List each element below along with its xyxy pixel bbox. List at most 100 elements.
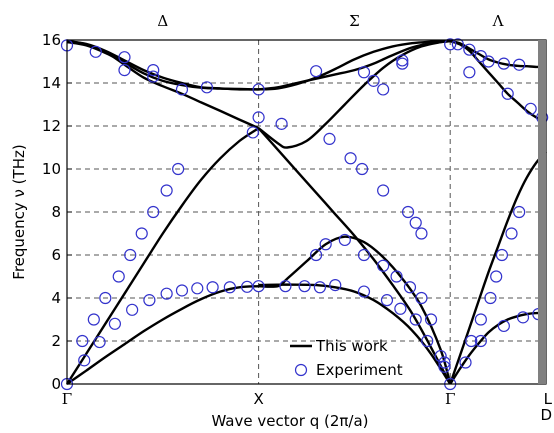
experiment-point xyxy=(497,319,510,333)
dispersion-branch-11 xyxy=(449,311,547,385)
experiment-point xyxy=(377,259,390,272)
experiment-point xyxy=(524,102,537,115)
experiment-point xyxy=(246,126,259,139)
experiment-point xyxy=(252,83,265,96)
experiment-point xyxy=(135,227,148,240)
experiment-point xyxy=(309,65,323,78)
experiment-point xyxy=(319,238,332,251)
experiment-point xyxy=(513,205,526,219)
dispersion-branch-4 xyxy=(66,39,260,130)
x-tick-label: L xyxy=(544,390,553,408)
experiment-point xyxy=(516,311,530,324)
grid-layer xyxy=(67,40,546,384)
experiment-point xyxy=(465,334,478,348)
experiment-point xyxy=(403,281,417,294)
experiment-point xyxy=(99,291,112,305)
dispersion-branch-7 xyxy=(257,127,452,385)
experiment-point xyxy=(497,57,510,70)
x-axis-label: Wave vector q (2π/a) xyxy=(211,412,368,430)
region-label: Λ xyxy=(492,12,504,30)
experiment-point xyxy=(279,280,292,293)
experiment-point xyxy=(323,132,336,145)
region-label: Δ xyxy=(157,12,168,30)
legend: This work Experiment xyxy=(290,337,403,379)
experiment-point xyxy=(415,291,428,305)
tick-layer: 0 2 4 6 8 10 12 14 16 Γ X Γ LD Δ Σ Λ xyxy=(42,12,553,424)
y-tick-label: 0 xyxy=(51,375,61,393)
experiment-point xyxy=(338,233,351,247)
experiment-point xyxy=(252,111,265,124)
y-tick-label: 10 xyxy=(42,160,61,178)
y-tick-label: 6 xyxy=(51,246,61,264)
experiment-point xyxy=(396,54,409,67)
experiment-point xyxy=(200,81,213,94)
dispersion-branch-12 xyxy=(449,150,547,385)
y-tick-label: 4 xyxy=(51,289,61,307)
curve-layer xyxy=(65,39,547,385)
experiment-point xyxy=(344,152,357,165)
experiment-point xyxy=(357,248,371,262)
experiment-point xyxy=(474,313,487,326)
dispersion-branch-6 xyxy=(258,235,452,385)
y-tick-label: 14 xyxy=(42,74,61,92)
experiment-point xyxy=(438,356,451,369)
experiment-point xyxy=(409,313,422,326)
experiment-point xyxy=(463,66,476,79)
experiment-point xyxy=(160,287,173,300)
x-tick-label: X xyxy=(253,390,263,408)
legend-line-label: This work xyxy=(315,337,388,355)
experiment-point xyxy=(355,162,369,176)
y-tick-label: 2 xyxy=(51,332,61,350)
experiment-point xyxy=(329,279,342,292)
experiment-point xyxy=(421,334,434,348)
experiment-point xyxy=(147,70,160,83)
dispersion-branch-0 xyxy=(66,285,259,385)
experiment-point xyxy=(377,83,390,96)
experiment-point xyxy=(143,294,156,307)
experiment-point xyxy=(401,205,415,219)
experiment-point xyxy=(93,335,106,349)
experiment-point xyxy=(438,360,451,373)
experiment-point xyxy=(415,227,428,240)
experiment-point xyxy=(357,66,371,79)
experiment-point xyxy=(357,285,371,298)
experiment-point xyxy=(394,302,407,315)
y-tick-label: 8 xyxy=(51,203,61,221)
experiment-point xyxy=(126,303,139,316)
experiment-point xyxy=(459,356,472,369)
experiment-point xyxy=(367,74,380,87)
region-label: Σ xyxy=(349,12,360,30)
experiment-point xyxy=(76,334,89,348)
experiment-point xyxy=(451,38,464,51)
point-layer xyxy=(60,38,549,391)
experiment-point xyxy=(396,57,409,70)
experiment-point xyxy=(89,45,102,58)
dispersion-branch-3 xyxy=(66,40,259,91)
experiment-point xyxy=(505,227,518,240)
x-tick-label-extra: D xyxy=(540,406,552,424)
experiment-point xyxy=(298,280,311,293)
dispersion-branch-9 xyxy=(258,39,451,91)
experiment-point xyxy=(434,349,447,363)
experiment-point xyxy=(206,281,219,294)
experiment-point xyxy=(118,63,131,77)
experiment-point xyxy=(409,216,422,229)
legend-marker-swatch xyxy=(294,363,308,377)
y-tick-label: 16 xyxy=(42,31,61,49)
experiment-point xyxy=(223,281,236,294)
experiment-point xyxy=(495,248,509,262)
y-axis-label: Frequency ν (THz) xyxy=(10,144,28,279)
experiment-point xyxy=(513,58,526,71)
experiment-point xyxy=(175,284,189,297)
dispersion-branch-1 xyxy=(65,127,260,385)
dispersion-branch-10 xyxy=(258,39,451,91)
experiment-point xyxy=(147,63,160,77)
experiment-point xyxy=(463,43,476,56)
experiment-point xyxy=(501,87,514,100)
dispersion-branch-8 xyxy=(257,39,451,149)
experiment-point xyxy=(172,162,185,176)
experiment-point xyxy=(313,281,327,294)
experiment-point xyxy=(147,205,160,219)
experiment-point xyxy=(87,313,100,326)
experiment-point xyxy=(309,248,323,262)
